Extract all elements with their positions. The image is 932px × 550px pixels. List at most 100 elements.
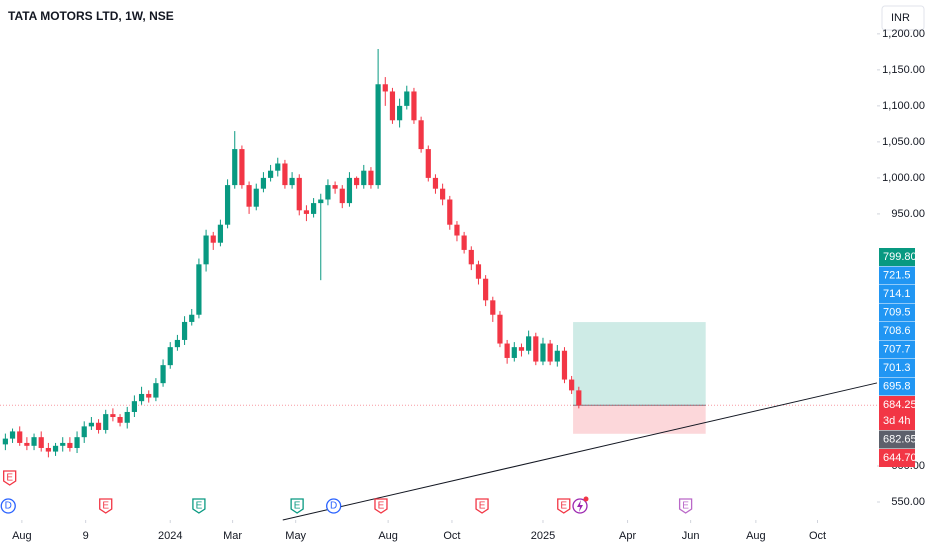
price-badge bbox=[879, 396, 915, 430]
candle-body bbox=[24, 442, 30, 446]
candle-body bbox=[432, 177, 439, 189]
event-label: D bbox=[330, 501, 337, 512]
countdown-label: 3d 4h bbox=[883, 415, 911, 427]
candle-body bbox=[561, 350, 568, 380]
earnings-marker bbox=[374, 498, 388, 514]
y-tick-label: 950.00 bbox=[891, 208, 925, 220]
candle-body bbox=[511, 347, 517, 358]
candle-body bbox=[404, 91, 410, 106]
price-badge-label: 644.70 bbox=[883, 452, 917, 464]
candle-body bbox=[260, 177, 267, 189]
candle-body bbox=[131, 401, 137, 412]
candle-body bbox=[282, 163, 288, 186]
candle-body bbox=[440, 188, 446, 200]
candle-body bbox=[117, 417, 123, 423]
candle-body bbox=[224, 185, 231, 225]
candle-body bbox=[547, 343, 553, 362]
candle-body bbox=[52, 445, 59, 452]
price-badge-label: 799.80 bbox=[883, 251, 917, 263]
candle-body bbox=[31, 437, 37, 446]
candle-body bbox=[67, 442, 73, 448]
candle-body bbox=[189, 314, 195, 322]
dividend-marker bbox=[326, 498, 342, 514]
trendline bbox=[282, 382, 878, 521]
x-tick-label: Mar bbox=[223, 530, 242, 542]
y-tick-label: 1,100.00 bbox=[882, 100, 925, 112]
price-badge-label: 695.8 bbox=[883, 380, 911, 392]
candle-body bbox=[497, 314, 503, 344]
earnings-marker bbox=[678, 498, 693, 514]
price-badge-label: 684.25 bbox=[883, 399, 917, 411]
candle-body bbox=[382, 84, 388, 92]
currency-box[interactable] bbox=[881, 5, 925, 31]
x-tick-label: 2024 bbox=[158, 530, 182, 542]
event-label: E bbox=[196, 501, 203, 512]
candle-body bbox=[239, 149, 245, 186]
candle-body bbox=[418, 120, 424, 150]
candle-body bbox=[454, 224, 460, 236]
x-tick-label: 9 bbox=[83, 530, 89, 542]
x-tick-label: Apr bbox=[619, 530, 636, 542]
y-tick-label: 1,050.00 bbox=[882, 136, 925, 148]
candle-body bbox=[361, 170, 367, 186]
event-label: E bbox=[6, 473, 13, 484]
earnings-marker bbox=[475, 498, 489, 514]
candle-body bbox=[375, 84, 381, 186]
candle-body bbox=[267, 170, 274, 178]
candle-body bbox=[397, 105, 403, 121]
price-badge bbox=[879, 285, 915, 303]
candle-body bbox=[124, 411, 130, 423]
candle-body bbox=[160, 365, 166, 384]
price-badge bbox=[879, 430, 915, 449]
candle-body bbox=[2, 438, 8, 445]
candle-body bbox=[196, 264, 202, 315]
y-tick-label: 1,000.00 bbox=[882, 172, 925, 184]
candle-body bbox=[483, 278, 489, 301]
candle-body bbox=[310, 203, 317, 214]
x-tick-label: Oct bbox=[443, 530, 460, 542]
earnings-marker bbox=[99, 498, 113, 514]
event-label: E bbox=[560, 501, 567, 512]
currency[interactable]: INR bbox=[891, 12, 910, 24]
y-tick-label: 1,200.00 bbox=[882, 28, 925, 40]
candle-body bbox=[17, 431, 23, 443]
candle-body bbox=[475, 264, 482, 279]
price-badge bbox=[879, 266, 915, 285]
candle-body bbox=[346, 177, 353, 204]
candle-body bbox=[554, 350, 560, 362]
price-badge-label: 701.3 bbox=[883, 362, 911, 374]
x-tick-label: 2025 bbox=[531, 530, 555, 542]
candle-body bbox=[60, 442, 66, 446]
candle-body bbox=[38, 437, 44, 448]
earnings-marker bbox=[192, 498, 206, 514]
candle-body bbox=[526, 336, 532, 351]
event-label: E bbox=[102, 501, 109, 512]
price-badge bbox=[879, 303, 915, 322]
candle-body bbox=[318, 199, 324, 204]
candle-body bbox=[253, 188, 259, 207]
x-tick-label: Aug bbox=[12, 530, 32, 542]
candle-body bbox=[425, 149, 431, 178]
price-badge bbox=[879, 359, 915, 377]
candle-body bbox=[468, 249, 474, 265]
price-badge bbox=[879, 377, 915, 396]
candle-body bbox=[389, 91, 396, 121]
price-badge bbox=[879, 248, 915, 266]
candle-body bbox=[533, 336, 539, 362]
x-tick-label: May bbox=[285, 530, 306, 542]
candle-body bbox=[518, 347, 525, 351]
candle-body bbox=[146, 393, 152, 398]
candle-body bbox=[576, 390, 582, 406]
candle-body bbox=[88, 422, 94, 427]
x-tick-label: Aug bbox=[378, 530, 398, 542]
x-tick-label: Oct bbox=[809, 530, 826, 542]
candle-body bbox=[303, 210, 310, 214]
candle-body bbox=[354, 177, 360, 186]
candle-body bbox=[246, 185, 252, 207]
candle-body bbox=[232, 149, 238, 186]
event-label: E bbox=[378, 501, 385, 512]
candle-body bbox=[569, 379, 575, 391]
x-tick-label: Aug bbox=[746, 530, 766, 542]
